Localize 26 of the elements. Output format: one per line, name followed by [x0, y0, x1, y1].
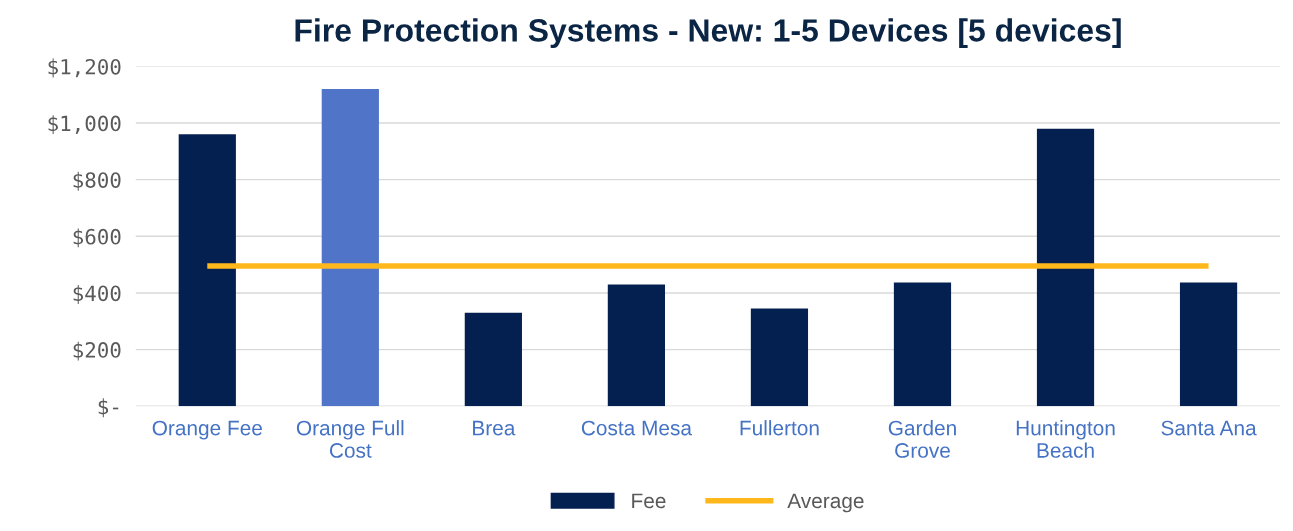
y-tick-label: $800 [73, 171, 121, 191]
y-tick-label: $1,000 [48, 115, 121, 135]
bar [1036, 128, 1095, 407]
bar [607, 284, 666, 407]
bar [321, 89, 379, 407]
x-tick-label: Garden Grove [888, 420, 956, 458]
y-tick-label: $600 [73, 228, 121, 248]
legend-label: Fee [632, 493, 666, 509]
bar [464, 312, 522, 407]
bar [893, 282, 952, 407]
x-tick-label: Huntington Beach [1016, 420, 1115, 458]
legend-label: Average [787, 493, 864, 513]
x-tick-label: Orange Fee [152, 420, 262, 440]
x-tick-label: Brea [473, 420, 516, 436]
y-tick-label: $200 [73, 341, 121, 361]
bar [178, 134, 236, 407]
chart-title: Fire Protection Systems - New: 1-5 Devices [5 devices] [295, 18, 1121, 48]
y-tick-label: $1,200 [48, 58, 121, 78]
y-tick-label: $400 [73, 285, 121, 304]
y-tick-label: $- [98, 398, 119, 418]
x-tick-label: Orange Full Cost [296, 420, 404, 458]
x-tick-label: Santa Ana [1161, 420, 1257, 436]
bar [750, 308, 809, 407]
bar [1179, 282, 1238, 407]
x-tick-label: Costa Mesa [581, 420, 692, 436]
x-tick-label: Fullerton [740, 420, 819, 436]
